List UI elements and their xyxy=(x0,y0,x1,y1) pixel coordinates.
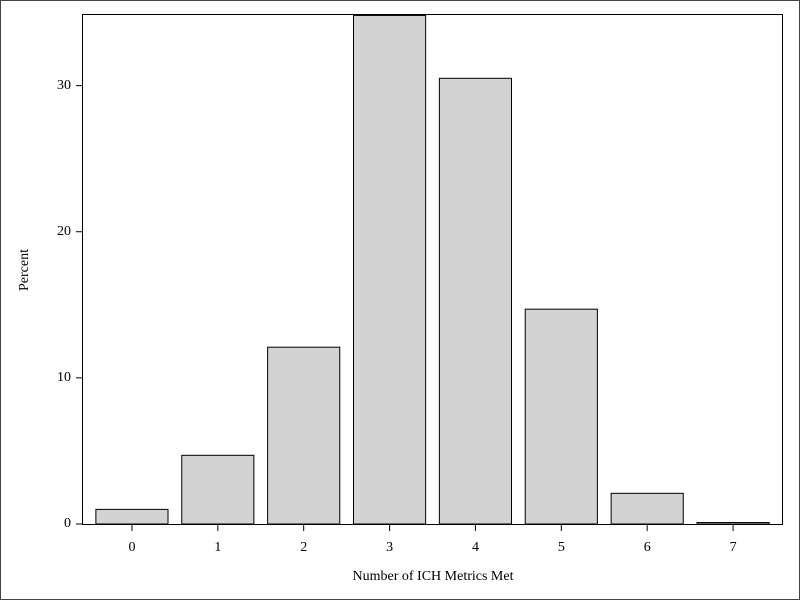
bar xyxy=(438,77,513,525)
x-tick-label: 7 xyxy=(730,540,737,555)
bar xyxy=(696,522,770,525)
x-tick-label: 5 xyxy=(558,540,565,555)
x-tick-label: 4 xyxy=(472,540,479,555)
x-tick-label: 0 xyxy=(128,540,135,555)
y-tick-label: 0 xyxy=(64,516,71,531)
bar xyxy=(610,492,684,525)
plot-frame xyxy=(82,14,783,525)
bar xyxy=(181,454,255,525)
bar xyxy=(352,14,427,525)
x-tick-label: 2 xyxy=(300,540,307,555)
x-tick-label: 3 xyxy=(386,540,393,555)
x-tick-label: 6 xyxy=(644,540,651,555)
x-tick-label: 1 xyxy=(214,540,221,555)
y-tick-label: 20 xyxy=(57,224,71,239)
y-tick-label: 30 xyxy=(57,78,71,93)
bar xyxy=(524,308,598,525)
y-tick-label: 10 xyxy=(57,370,71,385)
x-axis-label: Number of ICH Metrics Met xyxy=(353,569,514,584)
bar xyxy=(95,508,169,525)
y-axis-label: Percent xyxy=(17,249,32,291)
bar xyxy=(267,346,341,525)
